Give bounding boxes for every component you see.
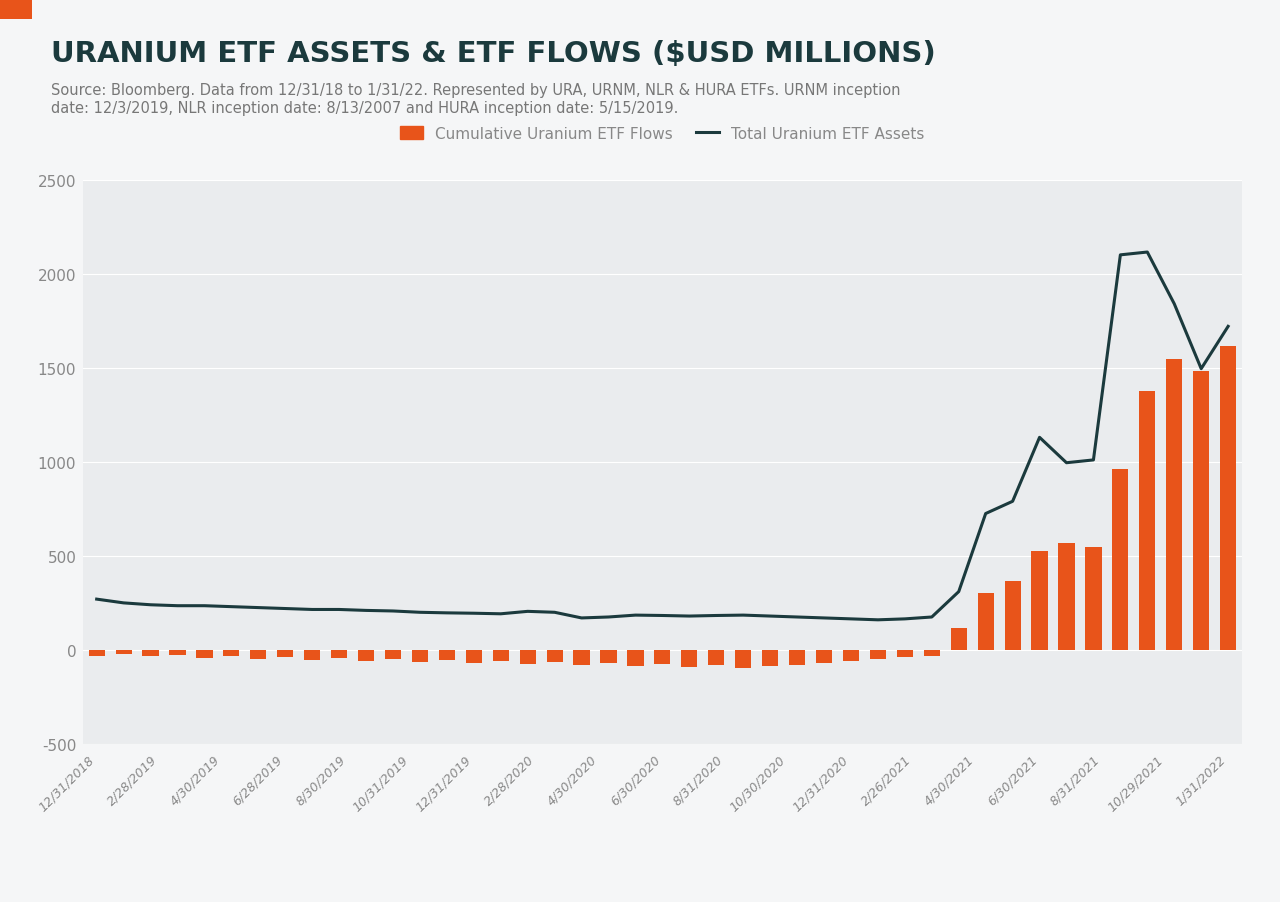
- Bar: [708, 650, 724, 665]
- Bar: [951, 629, 966, 650]
- Bar: [844, 650, 859, 661]
- Bar: [493, 650, 509, 661]
- Bar: [439, 650, 454, 660]
- Bar: [924, 650, 940, 656]
- Bar: [978, 593, 993, 650]
- Bar: [169, 650, 186, 655]
- Text: URANIUM ETF ASSETS & ETF FLOWS ($USD MILLIONS): URANIUM ETF ASSETS & ETF FLOWS ($USD MIL…: [51, 40, 936, 68]
- Bar: [115, 650, 132, 654]
- Bar: [196, 650, 212, 658]
- Bar: [1059, 543, 1075, 650]
- Bar: [1005, 582, 1020, 650]
- Bar: [627, 650, 644, 667]
- Bar: [1139, 391, 1156, 650]
- Bar: [547, 650, 563, 662]
- Text: date: 12/3/2019, NLR inception date: 8/13/2007 and HURA inception date: 5/15/201: date: 12/3/2019, NLR inception date: 8/1…: [51, 101, 678, 116]
- Bar: [735, 650, 751, 668]
- Bar: [520, 650, 536, 664]
- Bar: [573, 650, 590, 665]
- Bar: [223, 650, 239, 657]
- Bar: [142, 650, 159, 657]
- Bar: [815, 650, 832, 663]
- Bar: [1032, 551, 1047, 650]
- Bar: [88, 650, 105, 656]
- Bar: [385, 650, 401, 659]
- Bar: [762, 650, 778, 667]
- Bar: [897, 650, 913, 658]
- Bar: [466, 650, 481, 663]
- Bar: [870, 650, 886, 659]
- Text: Source: Bloomberg. Data from 12/31/18 to 1/31/22. Represented by URA, URNM, NLR : Source: Bloomberg. Data from 12/31/18 to…: [51, 83, 901, 98]
- Bar: [1193, 372, 1210, 650]
- Bar: [358, 650, 374, 661]
- Bar: [788, 650, 805, 665]
- Bar: [681, 650, 698, 667]
- Bar: [250, 650, 266, 659]
- Bar: [1085, 548, 1102, 650]
- Bar: [1166, 360, 1183, 650]
- Bar: [654, 650, 671, 664]
- Bar: [305, 650, 320, 660]
- Bar: [278, 650, 293, 658]
- Legend: Cumulative Uranium ETF Flows, Total Uranium ETF Assets: Cumulative Uranium ETF Flows, Total Uran…: [394, 120, 931, 148]
- Bar: [332, 650, 347, 658]
- Bar: [600, 650, 617, 663]
- Bar: [412, 650, 428, 662]
- Bar: [1220, 346, 1236, 650]
- Bar: [1112, 470, 1129, 650]
